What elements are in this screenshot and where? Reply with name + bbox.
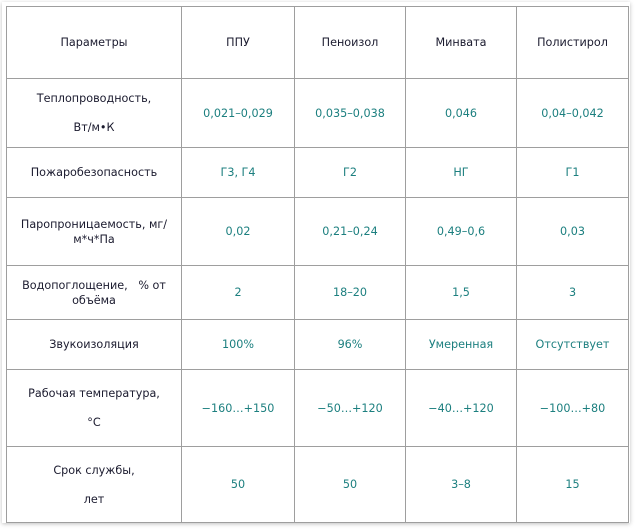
- param-line2: лет: [83, 492, 105, 506]
- row-param-thermal: Теплопроводность, Вт/м•К: [6, 78, 182, 148]
- row-param-lifetime: Срок службы, лет: [6, 446, 182, 523]
- row-param-fire: Пожаробезопасность: [6, 147, 182, 198]
- table-row: Срок службы, лет 50 50 3–8 15: [6, 446, 629, 523]
- cell-value: −40…+120: [405, 369, 517, 447]
- table-header-row: Параметры ППУ Пеноизол Минвата Полистиро…: [6, 6, 629, 79]
- header-minvata: Минвата: [405, 6, 517, 79]
- header-penoizol: Пеноизол: [294, 6, 406, 79]
- cell-value: 0,03: [516, 197, 629, 266]
- cell-value: 0,046: [405, 78, 517, 148]
- cell-value: Отсутствует: [516, 319, 629, 370]
- param-line2: м*ч*Па: [73, 232, 115, 246]
- header-polistirol: Полистирол: [516, 6, 629, 79]
- header-ppu: ППУ: [181, 6, 295, 79]
- cell-value: 0,04–0,042: [516, 78, 629, 148]
- cell-value: 96%: [294, 319, 406, 370]
- param-line1: Рабочая температура,: [28, 387, 160, 400]
- cell-value: 0,035–0,038: [294, 78, 406, 148]
- param-line1: Паропроницаемость, мг/: [20, 217, 168, 231]
- cell-value: Г3, Г4: [181, 147, 295, 198]
- cell-value: 50: [294, 446, 406, 523]
- cell-value: 3–8: [405, 446, 517, 523]
- cell-value: −50…+120: [294, 369, 406, 447]
- row-param-temperature: Рабочая температура, °С: [6, 369, 182, 447]
- cell-value: 3: [516, 265, 629, 320]
- row-param-vapor: Паропроницаемость, мг/ м*ч*Па: [6, 197, 182, 266]
- cell-value: Г1: [516, 147, 629, 198]
- cell-value: Г2: [294, 147, 406, 198]
- insulation-comparison-table: Параметры ППУ Пеноизол Минвата Полистиро…: [6, 6, 629, 523]
- param-line2: Вт/м•К: [73, 121, 115, 134]
- cell-value: 50: [181, 446, 295, 523]
- cell-value: 1,5: [405, 265, 517, 320]
- cell-value: −160…+150: [181, 369, 295, 447]
- cell-value: 0,02: [181, 197, 295, 266]
- cell-value: 2: [181, 265, 295, 320]
- header-param: Параметры: [6, 6, 182, 79]
- table-row: Теплопроводность, Вт/м•К 0,021–0,029 0,0…: [6, 78, 629, 148]
- comparison-table-card: Параметры ППУ Пеноизол Минвата Полистиро…: [2, 2, 630, 523]
- param-line1: Срок службы,: [53, 463, 135, 477]
- table-row: Паропроницаемость, мг/ м*ч*Па 0,02 0,21–…: [6, 197, 629, 266]
- cell-value: 0,49–0,6: [405, 197, 517, 266]
- cell-value: 0,021–0,029: [181, 78, 295, 148]
- param-line2: °С: [87, 416, 101, 429]
- cell-value: 100%: [181, 319, 295, 370]
- cell-value: Умеренная: [405, 319, 517, 370]
- row-param-sound: Звукоизоляция: [6, 319, 182, 370]
- row-param-water: Водопоглощение, % от объёма: [6, 265, 182, 320]
- cell-value: 18–20: [294, 265, 406, 320]
- table-row: Водопоглощение, % от объёма 2 18–20 1,5 …: [6, 265, 629, 320]
- cell-value: 15: [516, 446, 629, 523]
- table-row: Звукоизоляция 100% 96% Умеренная Отсутст…: [6, 319, 629, 370]
- param-line1: Водопоглощение, % от: [22, 278, 166, 292]
- table-row: Пожаробезопасность Г3, Г4 Г2 НГ Г1: [6, 147, 629, 198]
- cell-value: 0,21–0,24: [294, 197, 406, 266]
- table-row: Рабочая температура, °С −160…+150 −50…+1…: [6, 369, 629, 447]
- param-line2: объёма: [72, 293, 116, 307]
- param-line1: Теплопроводность,: [36, 92, 152, 105]
- cell-value: −100…+80: [516, 369, 629, 447]
- cell-value: НГ: [405, 147, 517, 198]
